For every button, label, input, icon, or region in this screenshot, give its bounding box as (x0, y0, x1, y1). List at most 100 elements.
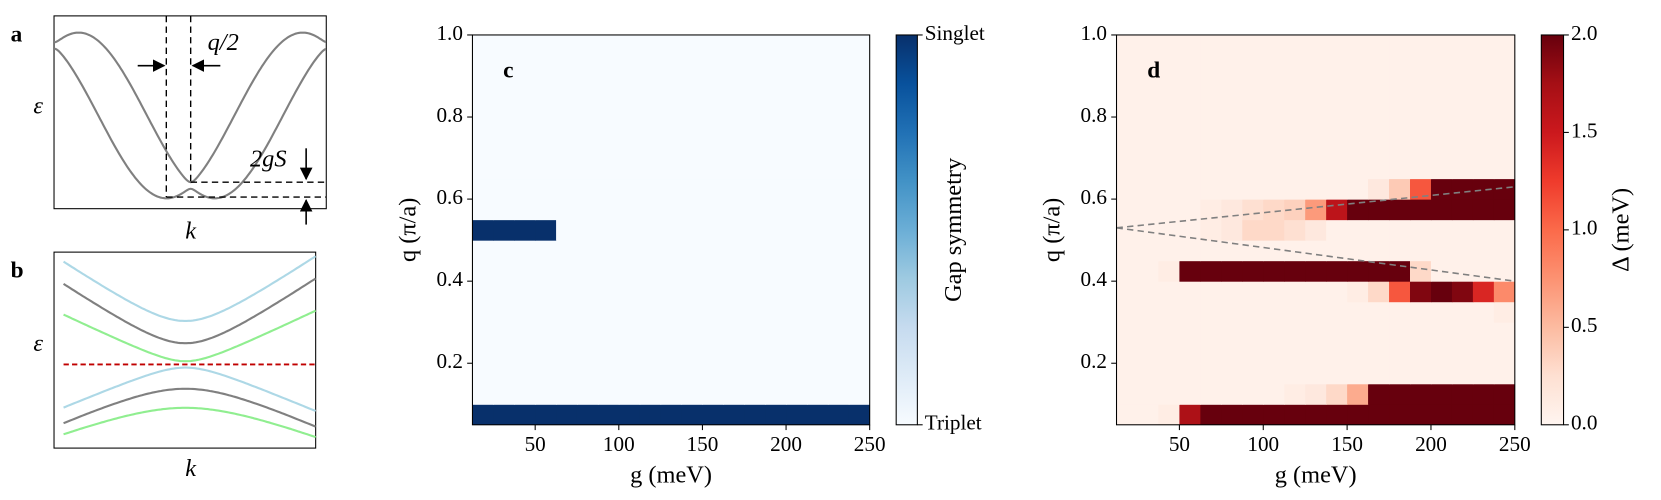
y-axis-label: q (π/a) (1039, 198, 1066, 262)
cell (618, 219, 641, 241)
cell (806, 55, 829, 77)
cell (681, 199, 703, 221)
cell (786, 342, 808, 364)
cell (1137, 34, 1159, 57)
cell (1389, 240, 1411, 262)
cell (723, 260, 745, 282)
cell (639, 301, 662, 323)
cell (1451, 240, 1474, 262)
cell (597, 34, 620, 57)
cell (1347, 158, 1369, 180)
cell (1430, 137, 1453, 159)
cell (1221, 178, 1243, 200)
cell (1493, 240, 1515, 262)
cell (618, 199, 641, 221)
cell (1368, 404, 1390, 425)
cell (576, 363, 599, 385)
cell (1409, 219, 1432, 241)
cell (765, 158, 787, 180)
cell (1242, 301, 1264, 323)
cell (1284, 260, 1306, 282)
cell (1137, 260, 1159, 282)
cell (786, 75, 808, 98)
cell (1137, 199, 1159, 221)
cell (681, 404, 703, 425)
cell (639, 158, 662, 180)
cell (786, 55, 808, 77)
cell (1263, 342, 1285, 364)
cell (1451, 158, 1474, 180)
cell (618, 137, 641, 159)
cell (827, 178, 850, 200)
guides (165, 15, 327, 198)
cell (765, 260, 787, 282)
cell (1493, 96, 1515, 118)
cell (1116, 301, 1139, 323)
band (62, 255, 317, 323)
cell (827, 383, 850, 405)
cell (556, 363, 578, 385)
cell (1389, 96, 1411, 118)
cell (1430, 158, 1453, 180)
cell (1347, 34, 1369, 57)
charts: 50 100 150 200 250 0.2 0.4 0.6 0.8 1.0 g (meV) q (π… (395, 21, 1635, 488)
cell (1347, 137, 1369, 159)
cell (806, 281, 829, 303)
cell (1347, 260, 1369, 282)
frame (53, 251, 317, 449)
cell (1158, 260, 1180, 282)
cell (786, 137, 808, 159)
cell (1430, 342, 1453, 364)
cell (1430, 219, 1453, 241)
panel-label: a (11, 21, 23, 47)
x-axis-label: k (185, 218, 197, 245)
cell (514, 363, 536, 385)
cell (535, 137, 557, 159)
cell (1451, 322, 1474, 344)
cell (1305, 178, 1327, 200)
cell (1368, 383, 1390, 405)
cell (660, 199, 683, 221)
cell (1472, 75, 1495, 98)
cell (765, 322, 787, 344)
cell (1284, 199, 1306, 221)
cell (1493, 55, 1515, 77)
cell (639, 281, 662, 303)
cell (1179, 404, 1201, 425)
cell (1451, 260, 1474, 282)
cell (806, 363, 829, 385)
cell (1221, 260, 1243, 282)
cell (1305, 260, 1327, 282)
cell (514, 219, 536, 241)
cell (1326, 158, 1348, 180)
cell (1389, 383, 1411, 405)
cell (1116, 117, 1139, 139)
cell (702, 240, 724, 262)
cell (848, 34, 870, 57)
cell (1326, 55, 1348, 77)
cell (1430, 322, 1453, 344)
cell (1200, 260, 1222, 282)
cell (493, 363, 515, 385)
cell (618, 404, 641, 425)
cell (1451, 137, 1474, 159)
cell (1347, 383, 1369, 405)
cell (702, 363, 724, 385)
cell (597, 281, 620, 303)
cell (1116, 137, 1139, 159)
cell (848, 75, 870, 98)
cell (1221, 383, 1243, 405)
cell (1389, 199, 1411, 221)
cell (1409, 240, 1432, 262)
cell (1389, 260, 1411, 282)
y-tick-label: 1.0 (1081, 21, 1107, 45)
cell (1305, 34, 1327, 57)
cell (493, 199, 515, 221)
cell (1263, 363, 1285, 385)
cell (618, 158, 641, 180)
cell (639, 404, 662, 425)
cell (702, 342, 724, 364)
cell (576, 301, 599, 323)
annotation: q/2 (208, 29, 239, 56)
cell (1179, 260, 1201, 282)
